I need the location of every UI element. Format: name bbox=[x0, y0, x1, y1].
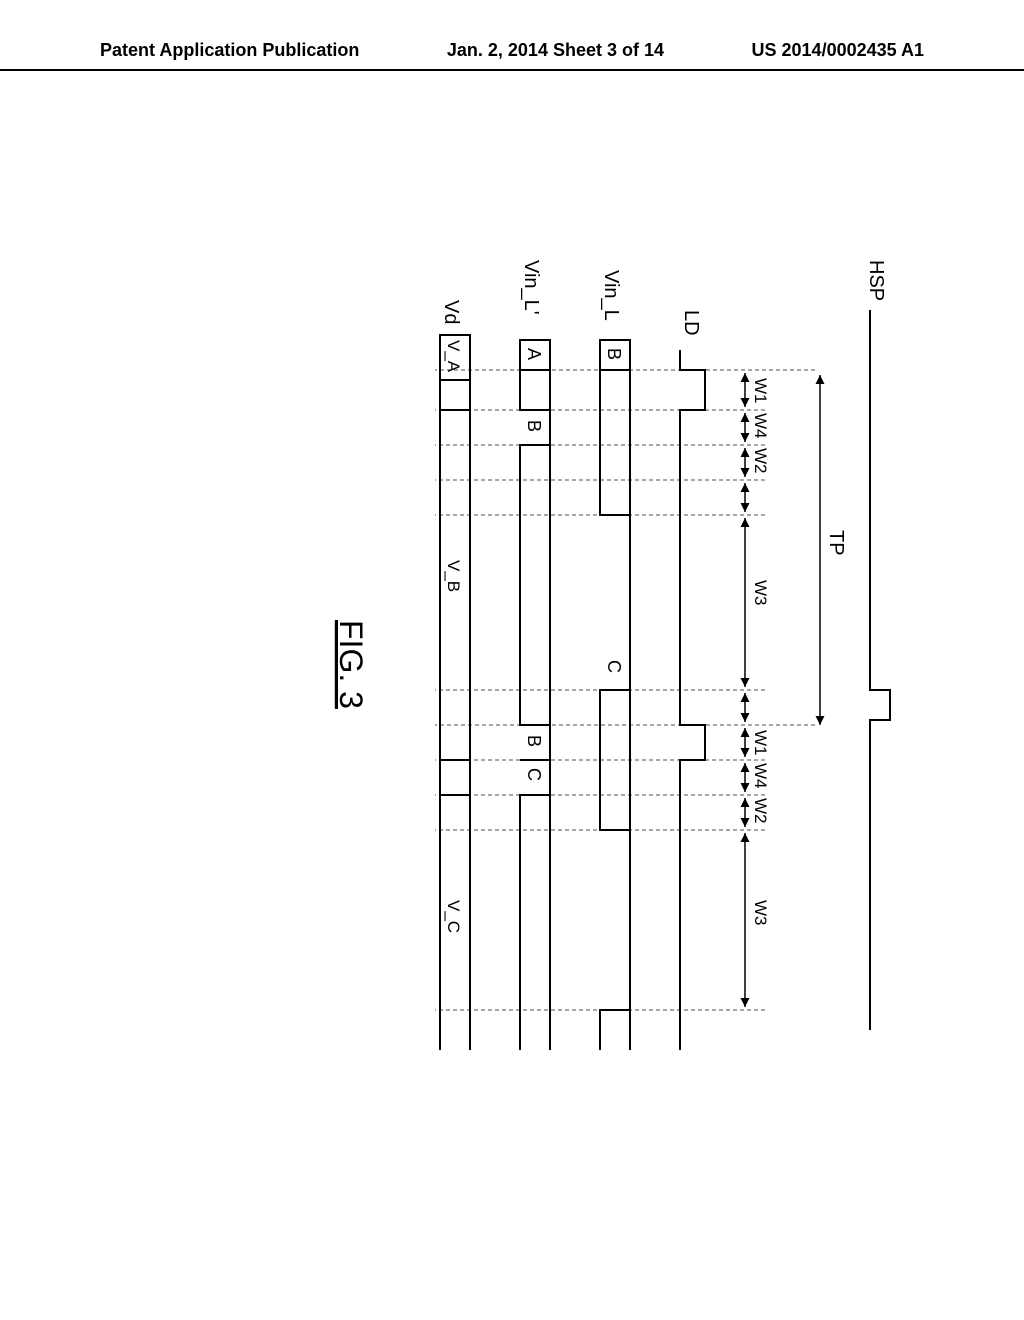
header: Patent Application Publication Jan. 2, 2… bbox=[0, 0, 1024, 71]
header-center: Jan. 2, 2014 Sheet 3 of 14 bbox=[447, 40, 664, 61]
ld-wave bbox=[680, 350, 705, 1050]
svg-text:W2: W2 bbox=[751, 798, 770, 824]
svg-text:W3: W3 bbox=[751, 900, 770, 926]
vinlp-wave bbox=[520, 370, 550, 1050]
svg-text:C: C bbox=[604, 660, 624, 673]
hsp-label: HSP bbox=[865, 260, 887, 301]
header-left: Patent Application Publication bbox=[100, 40, 359, 61]
svg-text:B: B bbox=[604, 348, 624, 360]
svg-text:W1: W1 bbox=[751, 730, 770, 756]
svg-text:V_B: V_B bbox=[444, 560, 463, 592]
hsp-wave bbox=[870, 310, 890, 1030]
header-right: US 2014/0002435 A1 bbox=[752, 40, 924, 61]
svg-text:B: B bbox=[524, 735, 544, 747]
vd-label: Vd bbox=[440, 300, 462, 324]
figure-caption: FIG. 3 bbox=[333, 620, 369, 709]
vinlp-label: Vin_L' bbox=[520, 260, 542, 315]
vinl-label: Vin_L bbox=[600, 270, 622, 321]
svg-text:V_A: V_A bbox=[444, 340, 463, 373]
svg-text:W4: W4 bbox=[751, 763, 770, 789]
svg-text:W2: W2 bbox=[751, 448, 770, 474]
vinl-wave bbox=[600, 370, 630, 1050]
svg-text:W1: W1 bbox=[751, 378, 770, 404]
svg-text:W3: W3 bbox=[751, 580, 770, 606]
ld-label: LD bbox=[680, 310, 702, 336]
svg-text:C: C bbox=[524, 768, 544, 781]
svg-text:A: A bbox=[524, 348, 544, 360]
timing-diagram: HSP TP W1 W4 W2 W3 W1 W4 W2 bbox=[130, 250, 910, 1090]
svg-text:V_C: V_C bbox=[444, 900, 463, 933]
timing-svg: HSP TP W1 W4 W2 W3 W1 W4 W2 bbox=[210, 250, 910, 1090]
tp-label: TP bbox=[825, 530, 847, 556]
svg-text:W4: W4 bbox=[751, 413, 770, 439]
svg-text:B: B bbox=[524, 420, 544, 432]
